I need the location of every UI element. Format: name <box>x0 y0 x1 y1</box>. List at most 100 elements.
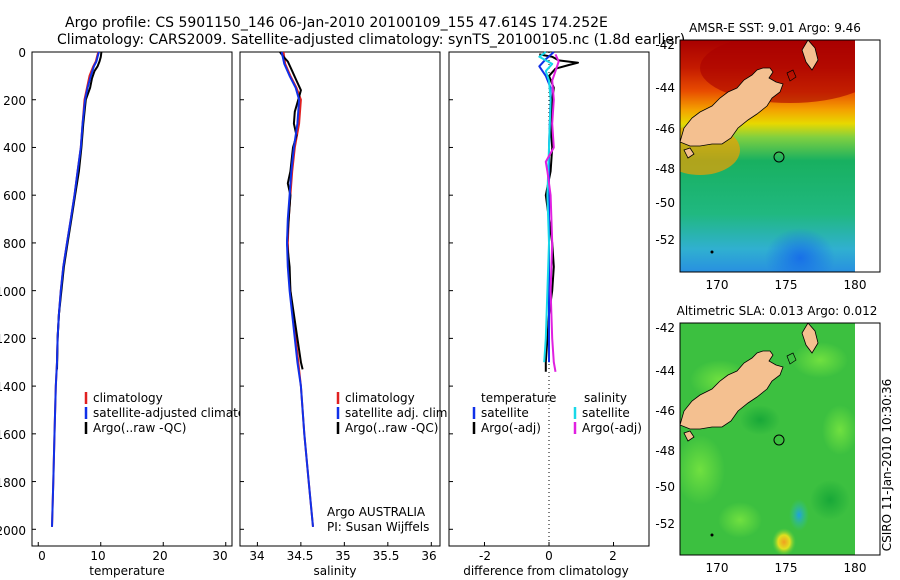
x-tick-35: 35 <box>335 549 350 563</box>
annotation-pi: PI: Susan Wijffels <box>327 520 429 534</box>
y-tick-1400: 1400 <box>0 380 26 394</box>
sla-negative-anomaly <box>789 499 809 531</box>
salinity-xlabel: salinity <box>313 564 356 578</box>
y-tick-1600: 1600 <box>0 428 26 442</box>
x-tick-36: 36 <box>421 549 436 563</box>
series-line-salinity-argo-adj- <box>544 53 560 372</box>
temperature-xlabel: temperature <box>89 564 164 578</box>
sla-patch <box>810 480 850 520</box>
sla-small-dot <box>710 533 714 537</box>
y-tick-200: 200 <box>3 94 26 108</box>
sla-map-title: Altimetric SLA: 0.013 Argo: 0.012 <box>677 304 878 318</box>
temperature-axes <box>31 51 233 547</box>
title-line-2: Climatology: CARS2009. Satellite-adjuste… <box>57 32 685 48</box>
legend-satellite: satellite-adjusted climatology <box>93 406 271 420</box>
difference-xlabel: difference from climatology <box>463 564 629 578</box>
x-tick-35-5: 35.5 <box>373 549 400 563</box>
sla-patch <box>822 405 855 455</box>
lat-tick: -48 <box>655 162 675 176</box>
x-tick-34: 34 <box>249 549 264 563</box>
side-label: CSIRO 11-Jan-2010 10:30:36 <box>880 379 894 551</box>
sla-north-island-tip <box>801 323 819 354</box>
lon-tick: 175 <box>775 278 798 292</box>
y-tick-0: 0 <box>18 46 26 60</box>
temperature-legend: climatology satellite-adjusted climatolo… <box>84 391 271 435</box>
salinity-panel: 34 34.5 35 35.5 36 salinity climatology … <box>239 51 451 578</box>
sla-map-x-ticks: 170 175 180 <box>706 561 867 575</box>
sla-contour <box>786 352 797 365</box>
x-tick-20: 20 <box>152 549 167 563</box>
legend-argo: Argo(..raw -QC) <box>93 421 186 435</box>
y-tick-1000: 1000 <box>0 285 26 299</box>
legend-temp-satellite: satellite <box>481 406 529 420</box>
legend-temp-argo: Argo(-adj) <box>481 421 541 435</box>
difference-series <box>449 51 615 546</box>
lon-tick: 175 <box>775 561 798 575</box>
sst-argo-marker <box>773 151 785 163</box>
x-tick-34-5: 34.5 <box>287 549 314 563</box>
y-tick-2000: 2000 <box>0 524 26 538</box>
x-tick-30: 30 <box>212 549 227 563</box>
lat-tick: -46 <box>655 122 675 136</box>
legend-climatology: climatology <box>93 391 163 405</box>
temperature-panel: 0 200 400 600 800 1000 1200 1400 1600 18… <box>0 46 271 578</box>
sst-map-title: AMSR-E SST: 9.01 Argo: 9.46 <box>689 21 861 35</box>
sst-map-x-ticks: 170 175 180 <box>706 278 867 292</box>
y-tick-400: 400 <box>3 141 26 155</box>
lat-tick: -52 <box>655 517 675 531</box>
sst-map-y-ticks: -42 -44 -46 -48 -50 -52 <box>655 38 675 247</box>
temperature-y-ticks: 0 200 400 600 800 1000 1200 1400 1600 18… <box>0 46 26 538</box>
y-tick-800: 800 <box>3 237 26 251</box>
lat-tick: -42 <box>655 38 675 52</box>
legend-header-salinity: salinity <box>584 391 627 405</box>
sla-stewart-island <box>683 430 695 442</box>
lat-tick: -42 <box>655 321 675 335</box>
sst-cold-eddy <box>765 228 835 272</box>
legend-sal-argo: Argo(-adj) <box>582 421 642 435</box>
x-tick-0: 0 <box>38 549 46 563</box>
lat-tick: -50 <box>655 480 675 494</box>
legend-satellite: satellite adj. clim. <box>345 406 451 420</box>
sst-stewart-island <box>683 147 695 159</box>
series-line-satellite-adj-clim- <box>280 51 314 527</box>
sst-north-island-tip <box>801 40 819 71</box>
title-line-1: Argo profile: CS 5901150_146 06-Jan-2010… <box>65 15 608 31</box>
sla-map: Altimetric SLA: 0.013 Argo: 0.012 -42 -4… <box>655 304 881 575</box>
sst-map-frame <box>679 39 881 273</box>
lat-tick: -50 <box>655 196 675 210</box>
legend-header-temperature: temperature <box>481 391 556 405</box>
legend-climatology: climatology <box>345 391 415 405</box>
annotation-argo-australia: Argo AUSTRALIA <box>327 505 426 519</box>
legend-argo: Argo(..raw -QC) <box>345 421 438 435</box>
legend-sal-satellite: satellite <box>582 406 630 420</box>
y-tick-1200: 1200 <box>0 332 26 346</box>
lon-tick: 170 <box>706 278 729 292</box>
lat-tick: -48 <box>655 444 675 458</box>
lat-tick: -44 <box>655 364 675 378</box>
salinity-x-ticks: 34 34.5 35 35.5 36 <box>249 549 436 563</box>
series-line-salinity-satellite <box>538 51 554 363</box>
series-line-temperature-argo-adj- <box>539 53 579 372</box>
lat-tick: -52 <box>655 233 675 247</box>
sla-patch <box>718 502 762 538</box>
salinity-axes <box>239 51 441 547</box>
sla-map-frame <box>679 322 881 556</box>
lon-tick: 170 <box>706 561 729 575</box>
temperature-x-ticks: 0 10 20 30 <box>38 549 227 563</box>
temperature-series <box>32 51 227 546</box>
series-line-satellite-adjusted-climatology <box>51 51 100 527</box>
sla-patch <box>680 435 725 505</box>
lon-tick: 180 <box>844 278 867 292</box>
difference-x-ticks: -2 0 2 <box>479 549 617 563</box>
salinity-series <box>240 51 432 546</box>
sst-map: AMSR-E SST: 9.01 Argo: 9.46 -42 -44 -46 … <box>655 21 881 292</box>
sla-patch <box>740 405 780 435</box>
x-tick-2: 2 <box>609 549 617 563</box>
x-tick-10: 10 <box>90 549 105 563</box>
sst-contour <box>786 69 797 82</box>
difference-panel: -2 0 2 difference from climatology tempe… <box>448 51 650 578</box>
lat-tick: -44 <box>655 81 675 95</box>
x-tick-minus-2: -2 <box>479 549 491 563</box>
x-tick-zero: 0 <box>545 549 553 563</box>
